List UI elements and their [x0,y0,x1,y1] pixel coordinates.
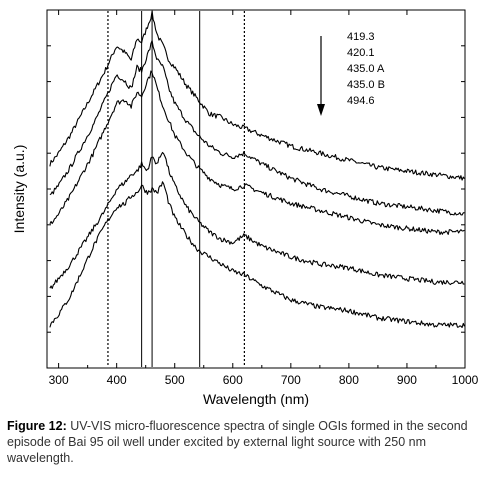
x-tick-label: 800 [339,373,359,387]
x-tick-label: 300 [49,373,69,387]
x-tick-label: 1000 [452,373,479,387]
caption-label: Figure 12: [7,419,67,433]
spectrum-line-1 [49,10,465,181]
legend-entry: 420.1 [347,47,375,59]
x-tick-label: 900 [397,373,417,387]
plot-frame [46,9,466,369]
legend-entry: 435.0 B [347,79,385,91]
x-tick-label: 400 [107,373,127,387]
legend-arrow-head-icon [317,104,325,116]
y-axis-label: Intensity (a.u.) [11,145,27,234]
legend-entry: 419.3 [347,31,375,43]
figure-caption: Figure 12: UV-VIS micro-fluorescence spe… [7,418,495,466]
spectrum-line-2 [49,40,465,216]
spectrum-line-4 [49,151,465,289]
x-tick-label: 700 [281,373,301,387]
x-tick-label: 500 [165,373,185,387]
x-axis-label: Wavelength (nm) [203,391,309,407]
fluorescence-spectra-chart: 300 400 500 600 700 800 900 1000 419.3 420.1 435.… [11,9,479,407]
spectrum-line-5 [49,181,465,329]
caption-text: UV-VIS micro-fluorescence spectra of sin… [7,419,468,465]
legend-entry: 435.0 A [347,63,385,75]
spectrum-line-3 [49,70,465,236]
x-tick-label: 600 [223,373,243,387]
legend-entry: 494.6 [347,95,375,107]
